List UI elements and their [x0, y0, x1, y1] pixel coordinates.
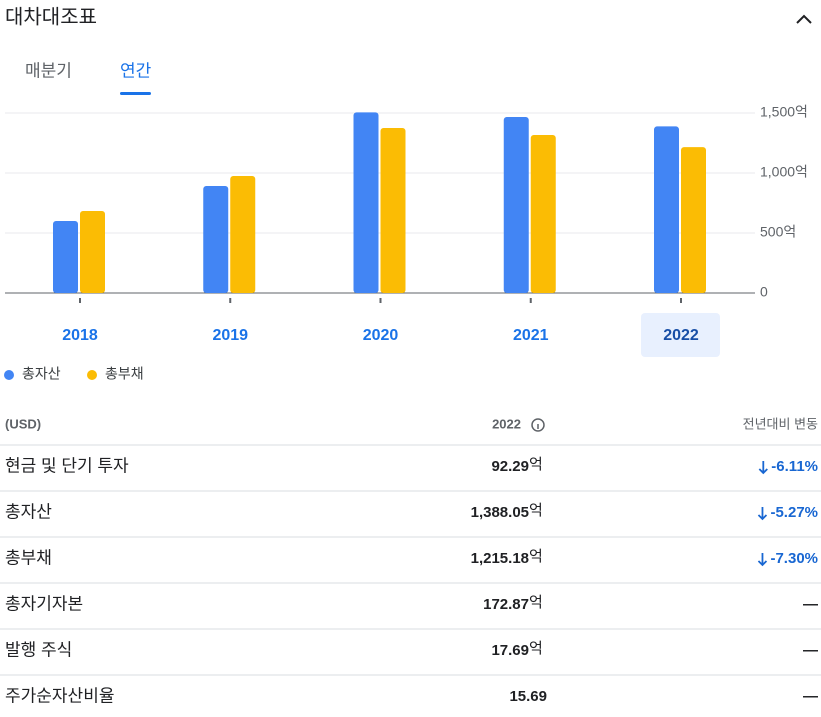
table-header: (USD): [5, 416, 41, 431]
tab-active[interactable]: 연간: [120, 61, 152, 80]
legend-dot: [87, 370, 97, 380]
bar: [80, 211, 105, 293]
row-label: 총자기자본: [5, 594, 83, 613]
x-tick-label[interactable]: 2018: [62, 327, 98, 344]
x-tick-label[interactable]: 2019: [212, 327, 248, 344]
row-change: -5.27%: [770, 504, 818, 521]
bar: [53, 221, 78, 293]
row-unit: 억: [529, 548, 543, 565]
bar: [654, 126, 679, 294]
row-unit: 억: [529, 456, 543, 473]
row-change: —: [803, 642, 818, 659]
row-label: 주가순자산비율: [5, 686, 114, 705]
bar: [503, 116, 529, 294]
row-change: —: [803, 688, 818, 705]
row-value: 1,215.18: [471, 550, 529, 567]
legend-dot: [4, 370, 14, 380]
x-tick-label[interactable]: 2021: [513, 327, 549, 344]
row-change: —: [803, 596, 818, 613]
x-tick-label[interactable]: 2022: [663, 327, 699, 344]
row-unit: 억: [529, 502, 543, 519]
row-value: 15.69: [509, 688, 547, 705]
y-tick-label: 1,500억: [760, 104, 808, 120]
bar: [681, 147, 706, 293]
collapse-icon[interactable]: [796, 14, 812, 24]
bar: [203, 185, 229, 293]
bar: [380, 128, 406, 293]
y-tick-label: 0: [760, 284, 768, 300]
legend-label: 총자산: [22, 366, 61, 382]
row-label: 총자산: [5, 502, 52, 521]
selected-year-bg: [641, 313, 720, 357]
bar: [230, 176, 256, 293]
row-label: 발행 주식: [5, 640, 72, 659]
row-value: 172.87: [483, 596, 529, 613]
down-arrow: [758, 461, 768, 475]
y-tick-label: 500억: [760, 224, 796, 240]
info-icon[interactable]: [531, 418, 545, 432]
row-value: 92.29: [491, 458, 529, 475]
row-change: -6.11%: [771, 458, 818, 475]
y-tick-label: 1,000억: [760, 164, 808, 180]
row-change: -7.30%: [770, 550, 818, 567]
row-value: 17.69: [491, 642, 529, 659]
section-title: 대차대조표: [5, 5, 97, 28]
row-label: 총부채: [5, 548, 52, 567]
row-unit: 억: [529, 640, 543, 657]
down-arrow: [757, 553, 768, 567]
down-arrow: [757, 507, 768, 521]
row-value: 1,388.05: [471, 504, 529, 521]
table-header: 전년대비 변동: [743, 416, 818, 431]
row-unit: 억: [529, 594, 543, 611]
tab-underline: [120, 92, 151, 95]
table-header: 2022: [492, 416, 521, 431]
row-label: 현금 및 단기 투자: [5, 456, 129, 475]
x-tick-label[interactable]: 2020: [363, 327, 399, 344]
bar: [530, 134, 556, 293]
legend-label: 총부채: [105, 366, 144, 382]
bar: [353, 112, 379, 294]
tab[interactable]: 매분기: [25, 61, 72, 80]
